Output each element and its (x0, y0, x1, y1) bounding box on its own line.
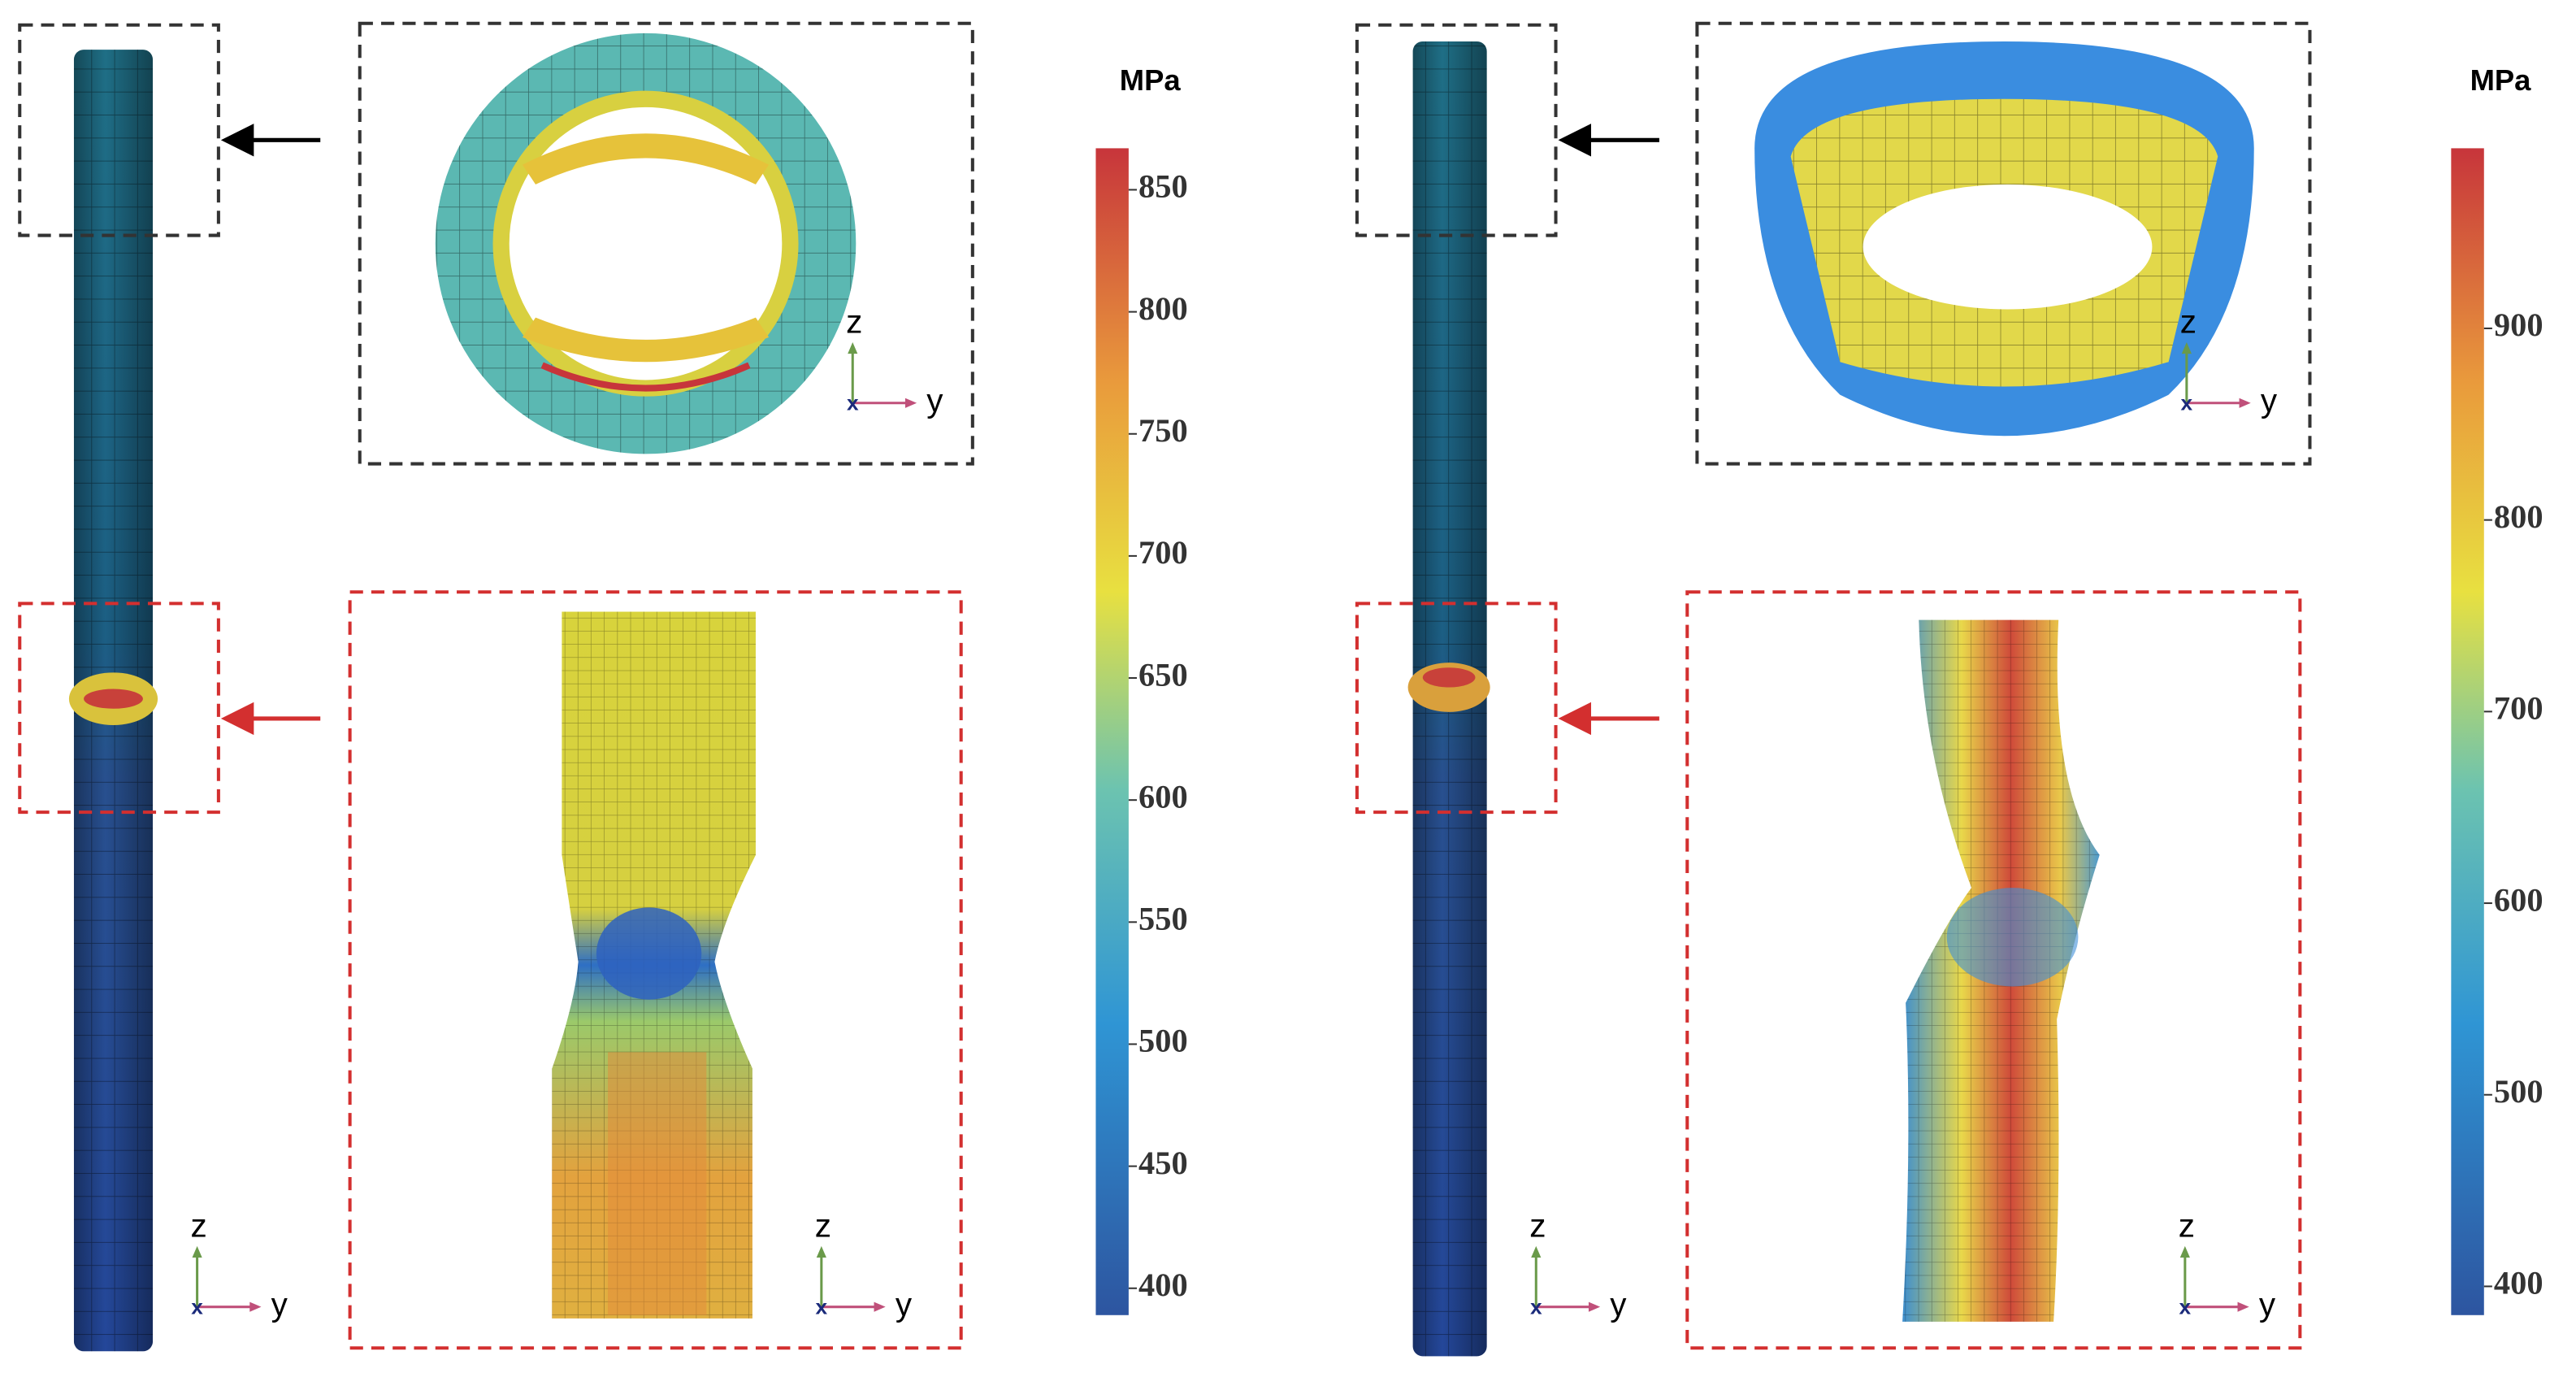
axis-arrowhead (249, 1301, 262, 1312)
axis-arrowhead (848, 341, 858, 354)
axis-label: y (2261, 381, 2278, 419)
tick-label: 900 (2494, 306, 2543, 343)
axis-arrowhead (2239, 398, 2251, 408)
axis-label: y (896, 1285, 913, 1323)
axis-arrowhead (1531, 1245, 1542, 1258)
tick-label: 550 (1138, 901, 1188, 937)
colorbar (2451, 148, 2484, 1315)
axis-arrowhead (2179, 1245, 2190, 1258)
tick-label: 700 (1138, 534, 1188, 571)
colorbar-title: MPa (2470, 63, 2532, 97)
axis-arrowhead (816, 1245, 826, 1258)
right-panel (1355, 21, 2484, 1357)
tick-label: 650 (1138, 656, 1188, 693)
axis-label: z (1529, 1206, 1546, 1244)
axis-label: z (2179, 1206, 2195, 1244)
axis-arrowhead (904, 398, 917, 408)
colorbar (1095, 148, 1129, 1315)
axis-label: z (2180, 302, 2197, 340)
tick-label: 800 (1138, 290, 1188, 327)
tick-label: 600 (1138, 778, 1188, 815)
tick-label: 750 (1138, 412, 1188, 449)
zoom-box (18, 23, 220, 237)
tick-label: 700 (2494, 690, 2543, 727)
axis-label: x (191, 1295, 203, 1319)
tick-label: 450 (1138, 1145, 1188, 1181)
inset-box (348, 590, 963, 1350)
axis-label: x (847, 391, 859, 415)
axis-label: y (2259, 1285, 2276, 1323)
inset-box (1685, 590, 2302, 1350)
colorbar-title: MPa (1120, 63, 1182, 97)
inset-box (358, 21, 974, 466)
tick-label: 400 (2494, 1265, 2543, 1301)
axis-label: x (816, 1295, 828, 1319)
tick-label: 500 (1138, 1023, 1188, 1059)
axis-arrowhead (874, 1301, 886, 1312)
axis-label: y (271, 1285, 288, 1323)
axis-arrowhead (2181, 341, 2192, 354)
tick-label: 500 (2494, 1073, 2543, 1110)
left-panel (18, 21, 1129, 1352)
axis-label: z (846, 302, 862, 340)
tick-label: 850 (1138, 168, 1188, 205)
tick-label: 400 (1138, 1267, 1188, 1303)
axis-label: x (1530, 1295, 1542, 1319)
tick-label: 800 (2494, 498, 2543, 535)
axis-label: x (2181, 391, 2193, 415)
zoom-box (1355, 23, 1558, 237)
zoom-box (1355, 602, 1558, 815)
axis-label: y (926, 381, 943, 419)
inset-box (1695, 21, 2312, 466)
zoom-box (18, 602, 220, 815)
axis-label: x (2179, 1295, 2192, 1319)
axis-label: z (815, 1206, 831, 1244)
axis-arrowhead (2237, 1301, 2249, 1312)
axis-label: z (191, 1206, 207, 1244)
axis-label: y (1610, 1285, 1627, 1323)
axis-arrowhead (1588, 1301, 1601, 1312)
axis-arrowhead (192, 1245, 202, 1258)
tick-label: 600 (2494, 881, 2543, 918)
